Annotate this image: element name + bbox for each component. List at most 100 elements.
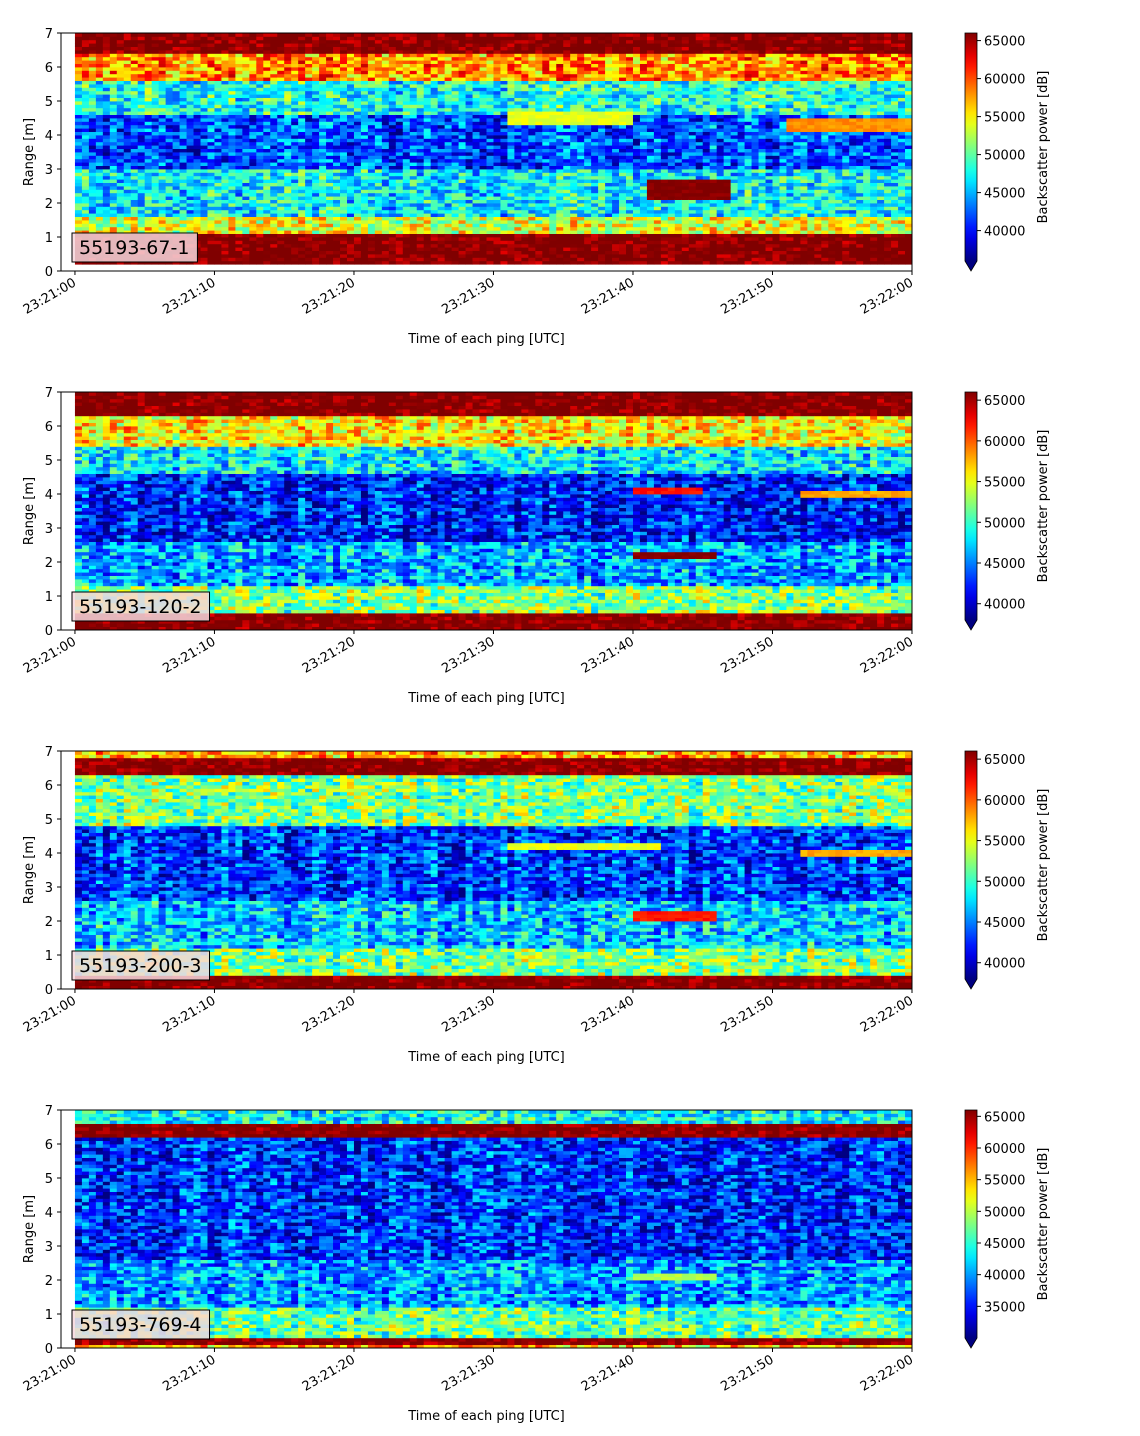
heatmap-cell <box>340 254 347 258</box>
heatmap-cell <box>333 217 340 221</box>
heatmap-cell <box>347 84 354 88</box>
heatmap-cell <box>201 227 208 231</box>
heatmap-cell <box>312 135 319 139</box>
heatmap-cell <box>487 176 494 180</box>
heatmap-cell <box>201 50 208 54</box>
heatmap-cell <box>180 166 187 170</box>
heatmap-cell <box>493 87 500 91</box>
heatmap-cell <box>361 111 368 115</box>
heatmap-cell <box>424 166 431 170</box>
heatmap-cell <box>368 50 375 54</box>
heatmap-cell <box>368 36 375 40</box>
heatmap-cell <box>375 47 382 51</box>
heatmap-cell <box>507 135 514 139</box>
heatmap-cell <box>221 152 228 156</box>
heatmap-cell <box>361 84 368 88</box>
heatmap-cell <box>75 142 82 146</box>
heatmap-cell <box>242 67 249 71</box>
heatmap-cell <box>159 91 166 95</box>
heatmap-cell <box>298 53 305 57</box>
heatmap-cell <box>445 115 452 119</box>
heatmap-cell <box>159 81 166 85</box>
heatmap-cell <box>228 43 235 47</box>
heatmap-cell <box>242 152 249 156</box>
heatmap-cell <box>207 251 214 255</box>
heatmap-cell <box>466 67 473 71</box>
heatmap-cell <box>305 118 312 122</box>
heatmap-cell <box>438 200 445 204</box>
heatmap-cell <box>368 193 375 197</box>
heatmap-cell <box>284 220 291 224</box>
heatmap-cell <box>347 213 354 217</box>
heatmap-cell <box>340 135 347 139</box>
heatmap-cell <box>298 217 305 221</box>
heatmap-cell <box>263 70 270 74</box>
heatmap-cell <box>291 98 298 102</box>
heatmap-cell <box>166 40 173 44</box>
heatmap-cell <box>242 70 249 74</box>
heatmap-cell <box>194 91 201 95</box>
heatmap-cell <box>514 81 521 85</box>
heatmap-cell <box>249 223 256 227</box>
heatmap-cell <box>96 91 103 95</box>
heatmap-cell <box>138 108 145 112</box>
heatmap-cell <box>131 70 138 74</box>
heatmap-cell <box>396 220 403 224</box>
heatmap-cell <box>256 234 263 238</box>
heatmap-cell <box>291 91 298 95</box>
heatmap-cell <box>305 138 312 142</box>
heatmap-cell <box>480 145 487 149</box>
heatmap-cell <box>319 64 326 68</box>
heatmap-cell <box>270 200 277 204</box>
heatmap-cell <box>466 135 473 139</box>
heatmap-cell <box>326 206 333 210</box>
heatmap-cell <box>284 142 291 146</box>
heatmap-cell <box>228 98 235 102</box>
heatmap-cell <box>201 213 208 217</box>
heatmap-cell <box>305 149 312 153</box>
heatmap-cell <box>138 40 145 44</box>
heatmap-cell <box>277 142 284 146</box>
heatmap-cell <box>382 81 389 85</box>
heatmap-cell <box>375 217 382 221</box>
heatmap-cell <box>473 138 480 142</box>
heatmap-cell <box>228 74 235 78</box>
heatmap-cell <box>263 166 270 170</box>
heatmap-cell <box>291 101 298 105</box>
heatmap-cell <box>117 203 124 207</box>
heatmap-cell <box>487 155 494 159</box>
heatmap-cell <box>347 206 354 210</box>
heatmap-cell <box>270 142 277 146</box>
heatmap-cell <box>124 142 131 146</box>
heatmap-cell <box>256 47 263 51</box>
heatmap-cell <box>291 128 298 132</box>
heatmap-cell <box>263 64 270 68</box>
heatmap-cell <box>235 200 242 204</box>
heatmap-cell <box>263 193 270 197</box>
heatmap-cell <box>312 84 319 88</box>
heatmap-cell <box>242 203 249 207</box>
heatmap-cell <box>75 64 82 68</box>
heatmap-cell <box>389 196 396 200</box>
heatmap-cell <box>263 179 270 183</box>
heatmap-cell <box>305 47 312 51</box>
heatmap-cell <box>480 84 487 88</box>
heatmap-cell <box>75 169 82 173</box>
heatmap-cell <box>270 40 277 44</box>
heatmap-cell <box>221 53 228 57</box>
heatmap-cell <box>152 223 159 227</box>
heatmap-cell <box>173 47 180 51</box>
heatmap-cell <box>354 101 361 105</box>
heatmap-cell <box>445 53 452 57</box>
heatmap-cell <box>138 138 145 142</box>
heatmap-cell <box>312 53 319 57</box>
heatmap-cell <box>291 210 298 214</box>
heatmap-cell <box>256 81 263 85</box>
heatmap-cell <box>354 244 361 248</box>
heatmap-cell <box>333 43 340 47</box>
heatmap-cell <box>291 70 298 74</box>
heatmap-cell <box>438 176 445 180</box>
heatmap-cell <box>500 223 507 227</box>
heatmap-cell <box>459 145 466 149</box>
heatmap-cell <box>270 111 277 115</box>
